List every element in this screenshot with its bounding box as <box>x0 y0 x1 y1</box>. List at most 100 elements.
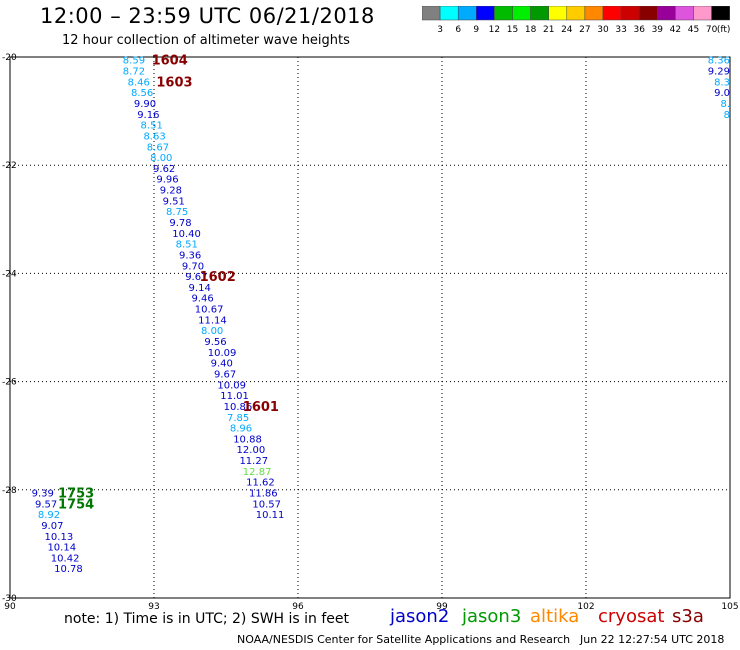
colorbar-tick-label: 70 <box>706 25 718 35</box>
swh-value-label: 8. <box>720 99 730 110</box>
colorbar-tick-label: 24 <box>561 25 573 35</box>
x-tick-label: 96 <box>292 602 304 612</box>
y-tick-label: -30 <box>2 594 17 604</box>
legend-cryosat: cryosat <box>598 606 665 627</box>
swh-value-label: 12.00 <box>237 445 266 456</box>
swh-value-label: 8.72 <box>123 67 145 78</box>
legend-altika: altika <box>530 606 580 627</box>
swh-value-label: 9.67 <box>214 369 236 380</box>
y-tick-label: -24 <box>2 269 17 279</box>
colorbar-tick-label: 12 <box>489 25 500 35</box>
colorbar-tick-label: 6 <box>455 25 461 35</box>
swh-value-label: 9.29 <box>708 67 730 78</box>
swh-value-label: 9.28 <box>160 186 182 197</box>
colorbar-tick-label: 45 <box>688 25 699 35</box>
swh-value-label: 9.07 <box>41 521 63 532</box>
y-tick-label: -20 <box>2 53 17 63</box>
swh-value-label: 9.67 <box>185 272 207 283</box>
swh-value-label: 8.96 <box>230 424 252 435</box>
y-tick-label: -22 <box>2 161 17 171</box>
swh-value-label: 10.14 <box>47 543 76 554</box>
swh-value-label: 9.70 <box>182 261 204 272</box>
swh-value-label: 10.88 <box>233 434 262 445</box>
swh-value-label: 8.67 <box>147 142 169 153</box>
swh-value-label: 8.59 <box>123 56 145 67</box>
swh-value-label: 9.56 <box>204 337 226 348</box>
swh-value-label: 8.00 <box>150 153 172 164</box>
swh-value-label: 10.67 <box>195 305 224 316</box>
plot-frame <box>9 56 731 599</box>
swh-value-label: 9.14 <box>189 283 211 294</box>
swh-value-label: 9.39 <box>32 489 54 500</box>
swh-value-label: 8.46 <box>128 77 150 88</box>
swh-value-label: 8.51 <box>176 240 198 251</box>
swh-value-label: 10.42 <box>51 553 80 564</box>
generation-timestamp: Jun 22 12:27:54 UTC 2018 <box>580 633 725 646</box>
colorbar-swatch <box>711 6 730 21</box>
chart-subtitle: 12 hour collection of altimeter wave hei… <box>62 33 350 48</box>
swh-value-label: 9.96 <box>156 175 178 186</box>
swh-value-label: 10.57 <box>252 499 281 510</box>
colorbar-tick-label: 36 <box>633 25 645 35</box>
x-tick-label: 90 <box>4 602 16 612</box>
swh-value-label: 11.14 <box>198 315 227 326</box>
colorbar-tick-label: 15 <box>507 25 518 35</box>
swh-value-label: 8.75 <box>166 207 188 218</box>
swh-value-label: 10.09 <box>208 348 237 359</box>
swh-value-label: 10.40 <box>172 229 201 240</box>
footer-note: note: 1) Time is in UTC; 2) SWH is in fe… <box>64 611 350 627</box>
swh-value-label: 9.62 <box>153 164 175 175</box>
swh-value-label: 8.36 <box>708 56 730 67</box>
legend-jason2: jason2 <box>390 606 450 627</box>
credit-line: NOAA/NESDIS Center for Satellite Applica… <box>237 633 571 646</box>
swh-value-label: 9.16 <box>137 110 159 121</box>
swh-value-label: 9.90 <box>134 99 156 110</box>
swh-value-label: 10.78 <box>54 564 83 575</box>
legend-s3a: s3a <box>672 606 704 627</box>
colorbar-tick-label: 39 <box>652 25 664 35</box>
color-scale-legend: 3 6 9 12 15 18 21 24 27 30 33 36 39 42 45 70 (ft) <box>422 6 730 35</box>
swh-value-label: 9.40 <box>211 359 233 370</box>
pass-time-label: 1602 <box>200 270 236 285</box>
swh-value-label: 8.92 <box>38 510 60 521</box>
swh-value-label: 9.78 <box>169 218 191 229</box>
swh-value-label: 8.51 <box>141 121 163 132</box>
swh-value-label: 8 <box>724 110 730 121</box>
swh-value-label: 7.85 <box>227 413 249 424</box>
swh-value-label: 10.09 <box>217 380 246 391</box>
y-tick-label: -26 <box>2 378 17 388</box>
swh-value-label: 9.36 <box>179 250 201 261</box>
x-tick-label: 105 <box>721 602 738 612</box>
swh-value-label: 8.3 <box>714 77 730 88</box>
legend-jason3: jason3 <box>462 606 522 627</box>
pass-time-label: 1601 <box>243 400 279 415</box>
x-tick-label: 102 <box>577 602 594 612</box>
swh-value-label: 8.63 <box>143 131 165 142</box>
colorbar-tick-label: 3 <box>437 25 443 35</box>
colorbar-tick-label: 21 <box>543 25 554 35</box>
swh-value-label: 10.11 <box>256 510 285 521</box>
swh-value-label: 9.57 <box>35 499 57 510</box>
swh-value-label: 11.62 <box>246 478 275 489</box>
colorbar-tick-label: 18 <box>525 25 537 35</box>
pass-time-label: 1753 <box>58 487 94 502</box>
chart-title: 12:00 – 23:59 UTC 06/21/2018 <box>40 4 375 28</box>
x-tick-label: 99 <box>436 602 448 612</box>
pass-time-label: 1603 <box>156 75 192 90</box>
swh-value-label: 11.27 <box>239 456 268 467</box>
swh-value-label: 8.56 <box>131 88 153 99</box>
swh-value-label: 9.51 <box>163 196 185 207</box>
swh-value-label: 10.86 <box>224 402 253 413</box>
pass-time-label: 1754 <box>58 497 94 512</box>
pass-time-label: 1604 <box>152 54 188 69</box>
colorbar-tick-label: 33 <box>615 25 626 35</box>
colorbar-tick-label: 30 <box>597 25 609 35</box>
colorbar-tick-label: 9 <box>473 25 479 35</box>
swh-value-label: 9.0 <box>714 88 730 99</box>
x-tick-label: 93 <box>148 602 159 612</box>
swh-value-label: 10.13 <box>45 532 74 543</box>
swh-value-label: 11.86 <box>249 489 278 500</box>
colorbar-tick-label: 42 <box>670 25 681 35</box>
colorbar-tick-label: 27 <box>579 25 590 35</box>
